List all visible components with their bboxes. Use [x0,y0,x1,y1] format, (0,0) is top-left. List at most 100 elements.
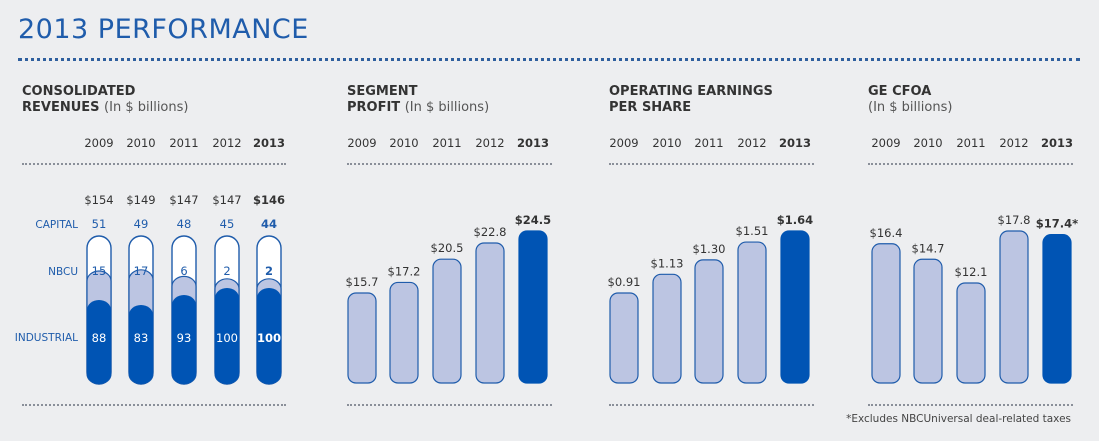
data-label: $17.2 [388,264,421,278]
bar [871,243,901,384]
bar [432,258,462,384]
industrial-segment [257,288,281,384]
bar [1042,234,1072,384]
panel-title: SEGMENT PROFIT (In $ billions) [347,84,490,115]
capital-value: 51 [92,217,107,231]
year-label: 2011 [956,136,986,150]
bar [694,259,724,384]
total-label: $147 [212,193,241,207]
header-divider [868,163,1073,165]
footer-divider [609,404,814,406]
industrial-value: 93 [177,331,192,345]
data-label: $12.1 [955,265,988,279]
title-divider [18,58,1080,61]
series-label: CAPITAL [35,219,78,231]
data-label: $1.51 [736,224,769,238]
bar [389,281,419,384]
series-label: NBCU [48,266,78,278]
nbcu-value: 6 [180,264,187,278]
nbcu-value: 17 [134,264,149,278]
data-label: $17.4* [1036,217,1078,231]
year-label: 2012 [999,136,1029,150]
eps-chart: $0.91 $1.13 $1.30 $1.51 $1.64 [608,213,813,384]
total-label: $154 [84,193,113,207]
year-label: 2012 [475,136,505,150]
year-label: 2010 [913,136,943,150]
year-label: 2011 [432,136,462,150]
data-label: $24.5 [515,213,551,227]
capital-value: 45 [220,217,235,231]
industrial-value: 88 [92,331,107,345]
bar [347,292,377,384]
nbcu-value: 2 [265,264,273,278]
industrial-value: 100 [216,331,238,345]
capital-value: 44 [261,217,277,231]
year-label: 2013 [516,136,549,150]
nbcu-value: 15 [92,264,107,278]
header-divider [22,163,286,165]
operating-eps-panel: OPERATING EARNINGS PER SHARE 2009 2010 201… [608,0,874,441]
year-label: 2009 [609,136,639,150]
footnote: *Excludes NBCUniversal deal-related taxe… [846,413,1071,425]
data-label: $20.5 [431,241,464,255]
year-label: 2009 [871,136,901,150]
capital-value: 48 [177,217,192,231]
data-label: $1.64 [777,213,813,227]
industrial-value: 100 [257,331,281,345]
year-label: 2009 [347,136,377,150]
total-label: $149 [126,193,155,207]
header-divider [609,163,814,165]
header-divider [347,163,552,165]
bar [913,258,943,384]
year-label: 2013 [252,136,285,150]
bar [780,230,810,384]
year-label: 2012 [212,136,242,150]
data-label: $16.4 [870,226,903,240]
bar [737,241,767,384]
data-label: $22.8 [474,225,507,239]
revenues-chart: CAPITAL NBCU INDUSTRIAL $154 51 15 88 $149 49 17 8… [15,193,285,385]
industrial-segment [215,288,239,384]
year-label: 2010 [126,136,156,150]
year-label: 2013 [778,136,811,150]
data-label: $1.30 [693,242,726,256]
industrial-segment [129,305,153,384]
total-label: $146 [253,193,285,207]
data-label: $0.91 [608,275,641,289]
bar [999,230,1029,384]
consolidated-revenues-panel: CONSOLIDATED REVENUES (In $ billions) 20… [15,0,287,441]
panel-title: CONSOLIDATED REVENUES (In $ billions) [22,84,189,115]
data-label: $15.7 [346,275,379,289]
year-label: 2013 [1040,136,1073,150]
footer-divider [347,404,552,406]
page-title: 2013 PERFORMANCE [18,14,309,45]
footer-divider [22,404,286,406]
industrial-segment [87,300,111,384]
data-label: $14.7 [912,241,945,255]
capital-value: 49 [134,217,149,231]
ge-cfoa-panel: GE CFOA (In $ billions) 2009 2010 2011 2012… [868,0,1099,441]
year-label: 2012 [737,136,767,150]
year-label: 2010 [652,136,682,150]
footer-divider [868,404,1073,406]
bar [518,230,548,384]
year-label: 2010 [389,136,419,150]
bar [652,273,682,384]
series-label: INDUSTRIAL [15,332,78,344]
panel-title: OPERATING EARNINGS PER SHARE [609,84,773,115]
year-label: 2009 [84,136,114,150]
data-label: $1.13 [651,256,684,270]
segment-profit-chart: $15.7 $17.2 $20.5 $22.8 $24.5 [346,213,551,384]
bar [609,292,639,384]
year-label: 2011 [169,136,199,150]
industrial-segment [172,295,196,384]
cfoa-chart: $16.4 $14.7 $12.1 $17.8 $17.4* [870,213,1078,384]
total-label: $147 [169,193,198,207]
panel-title: GE CFOA (In $ billions) [868,84,953,115]
data-label: $17.8 [998,213,1031,227]
nbcu-value: 2 [223,264,230,278]
segment-profit-panel: SEGMENT PROFIT (In $ billions) 2009 2010 2… [346,0,612,441]
bar [956,282,986,384]
industrial-value: 83 [134,331,149,345]
year-label: 2011 [694,136,724,150]
